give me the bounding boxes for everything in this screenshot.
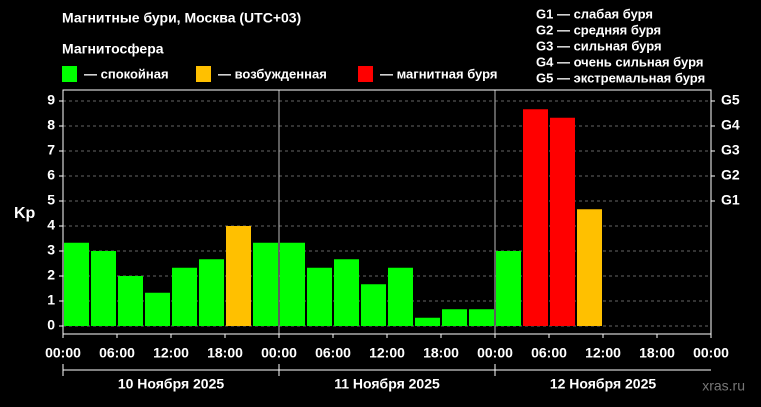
g-legend-label: G4 — очень сильная буря — [536, 54, 703, 69]
bar — [253, 242, 278, 326]
legend-title: Магнитосфера — [62, 41, 164, 57]
bar — [118, 276, 143, 326]
x-tick-label: 00:00 — [693, 345, 729, 361]
x-tick-label: 18:00 — [639, 345, 675, 361]
x-tick-label: 06:00 — [99, 345, 135, 361]
y-tick-label: 0 — [47, 317, 55, 333]
g-legend-label: G1 — слабая буря — [536, 6, 653, 21]
x-tick-label: 12:00 — [585, 345, 621, 361]
bar — [91, 251, 116, 326]
x-tick-label: 12:00 — [153, 345, 189, 361]
y2-tick-label: G2 — [721, 167, 740, 183]
x-tick-label: 06:00 — [531, 345, 567, 361]
y-tick-label: 2 — [47, 267, 55, 283]
legend-swatch — [62, 66, 77, 82]
g-legend-label: G5 — экстремальная буря — [536, 70, 705, 85]
bar — [334, 259, 359, 326]
x-tick-label: 18:00 — [207, 345, 243, 361]
y-tick-label: 9 — [47, 92, 55, 108]
y2-tick-label: G5 — [721, 92, 740, 108]
day-label: 10 Ноября 2025 — [118, 376, 225, 392]
y2-tick-label: G3 — [721, 142, 740, 158]
chart-title: Магнитные бури, Москва (UTC+03) — [62, 10, 301, 26]
legend-label: — возбужденная — [218, 66, 327, 81]
y2-tick-label: G1 — [721, 192, 740, 208]
day-label: 12 Ноября 2025 — [550, 376, 657, 392]
bar — [577, 209, 602, 326]
x-tick-label: 18:00 — [423, 345, 459, 361]
day-label: 11 Ноября 2025 — [334, 376, 440, 392]
y-tick-label: 4 — [47, 217, 55, 233]
y-tick-label: 6 — [47, 167, 55, 183]
bar — [64, 242, 89, 326]
y-tick-label: 1 — [47, 292, 55, 308]
bar — [172, 267, 197, 326]
legend-swatch — [358, 66, 373, 82]
y-tick-label: 5 — [47, 192, 55, 208]
bar — [523, 109, 548, 326]
bar — [469, 309, 494, 326]
x-tick-label: 00:00 — [45, 345, 81, 361]
watermark: xras.ru — [702, 378, 745, 394]
bar — [550, 117, 575, 326]
bar — [361, 284, 386, 326]
bar — [199, 259, 224, 326]
bar — [388, 267, 413, 326]
g-legend-label: G2 — средняя буря — [536, 22, 661, 37]
bar — [280, 242, 305, 326]
g-legend-label: G3 — сильная буря — [536, 38, 662, 53]
y-tick-label: 7 — [47, 142, 55, 158]
bar — [496, 251, 521, 326]
legend-label: — магнитная буря — [380, 66, 497, 81]
x-tick-label: 06:00 — [315, 345, 351, 361]
y-axis-label: Kp — [14, 205, 36, 222]
bar — [226, 226, 251, 326]
bar — [415, 317, 440, 326]
y2-tick-label: G4 — [721, 117, 740, 133]
x-tick-label: 00:00 — [477, 345, 513, 361]
y-tick-label: 3 — [47, 242, 55, 258]
x-tick-label: 00:00 — [261, 345, 297, 361]
bar — [307, 267, 332, 326]
x-tick-label: 12:00 — [369, 345, 405, 361]
bar — [145, 292, 170, 326]
legend-label: — спокойная — [84, 66, 169, 81]
legend-swatch — [196, 66, 211, 82]
bar — [442, 309, 467, 326]
y-tick-label: 8 — [47, 117, 55, 133]
